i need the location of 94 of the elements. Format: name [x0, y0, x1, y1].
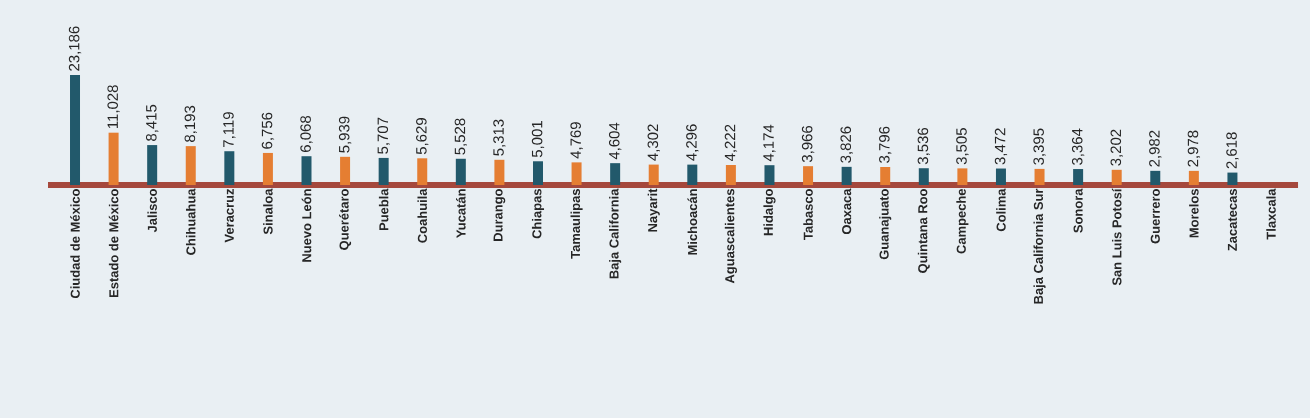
- data-label: 4,604: [608, 122, 622, 160]
- data-label: 3,395: [1033, 128, 1046, 165]
- bar: [725, 164, 736, 185]
- bar: [108, 132, 119, 185]
- data-label: 2,978: [1187, 130, 1201, 167]
- x-tick-label: Nuevo León: [301, 189, 312, 262]
- x-tick-label: Oaxaca: [842, 188, 852, 235]
- bar: [571, 162, 582, 185]
- bar: [1034, 168, 1045, 185]
- bar: [494, 159, 505, 185]
- x-tick-label: Sonora: [1073, 188, 1083, 233]
- data-label: 23,186: [68, 26, 82, 71]
- bar: [262, 152, 273, 185]
- bar: [417, 158, 428, 185]
- data-label: 3,536: [917, 127, 930, 165]
- data-label: 3,505: [956, 128, 969, 165]
- bar: [224, 151, 235, 185]
- bar: [1227, 172, 1238, 185]
- x-tick-label: Campeche: [956, 188, 969, 254]
- x-tick-label: Tamaulipas: [570, 189, 583, 259]
- x-tick-label: Michoacán: [687, 189, 698, 255]
- data-label: 3,364: [1071, 128, 1085, 165]
- x-tick-label: San Luis Potosí: [1111, 188, 1122, 286]
- bar: [301, 156, 312, 185]
- x-tick-label: Chihuahua: [185, 188, 196, 255]
- bar: [995, 168, 1006, 185]
- x-tick-label: Tabasco: [803, 189, 813, 240]
- x-tick-label: Tlaxcala: [1266, 188, 1276, 240]
- x-tick-label: Quintana Roo: [917, 189, 930, 273]
- data-label: 3,472: [994, 128, 1008, 165]
- data-label: 5,629: [416, 118, 429, 155]
- data-label: 5,939: [338, 116, 352, 153]
- bar: [185, 146, 196, 185]
- x-tick-label: Querétaro: [339, 189, 352, 250]
- data-label: 4,302: [647, 124, 660, 161]
- data-label: 5,313: [493, 119, 506, 156]
- data-label: 4,174: [763, 124, 776, 162]
- bar: [880, 166, 891, 185]
- data-label: 3,796: [879, 126, 892, 163]
- data-label: 3,966: [801, 125, 815, 163]
- x-tick-label: Chiapas: [531, 189, 545, 239]
- data-label: 4,296: [686, 124, 699, 161]
- bar: [340, 156, 351, 185]
- bar: [1111, 169, 1122, 185]
- bar: [610, 163, 621, 185]
- x-tick-label: Aguascalientes: [724, 189, 737, 284]
- bar: [648, 164, 659, 185]
- x-tick-label: Baja California Sur: [1033, 188, 1046, 304]
- bar: [532, 161, 543, 185]
- data-label: 2,982: [1149, 130, 1162, 167]
- x-tick-label: Guanajuato: [879, 189, 892, 260]
- bar: [378, 157, 389, 185]
- data-label: 5,528: [454, 118, 467, 155]
- data-label: 6,756: [261, 112, 275, 149]
- data-label: 5,001: [531, 121, 545, 158]
- data-label: 6,068: [300, 115, 313, 152]
- data-label: 3,202: [1110, 129, 1123, 166]
- bar: [918, 168, 929, 185]
- data-label: 4,222: [724, 124, 738, 162]
- x-tick-label: Hidalgo: [763, 189, 776, 236]
- data-label: 11,028: [107, 85, 120, 129]
- x-tick-label: Puebla: [378, 188, 389, 231]
- x-tick-label: Estado de México: [108, 189, 119, 298]
- bar: [841, 166, 852, 185]
- x-tick-label: Sinaloa: [263, 188, 273, 235]
- x-tick-label: Baja California: [609, 188, 622, 279]
- data-label: 3,826: [840, 126, 853, 163]
- x-tick-label: Yucatán: [456, 189, 466, 238]
- bar: [455, 158, 466, 185]
- data-label: 7,119: [223, 112, 236, 147]
- x-tick-label: Guerrero: [1150, 189, 1160, 244]
- bar: [764, 165, 775, 185]
- data-label: 2,618: [1226, 132, 1239, 169]
- bar: [70, 75, 81, 185]
- x-tick-label: Veracruz: [224, 188, 234, 243]
- data-label: 5,707: [377, 117, 390, 154]
- x-tick-label: Zacatecas: [1227, 189, 1237, 251]
- bar: [687, 164, 698, 185]
- bar: [803, 166, 814, 185]
- x-tick-label: Morelos: [1189, 189, 1199, 238]
- x-tick-label: Ciudad de México: [70, 189, 80, 299]
- bar: [1073, 169, 1084, 185]
- x-tick-label: Coahuila: [417, 188, 427, 243]
- bar: [1188, 170, 1199, 185]
- x-tick-label: Nayarit: [647, 188, 660, 232]
- bar: [147, 145, 158, 185]
- data-label: 4,769: [570, 122, 583, 159]
- data-label: 8,415: [145, 104, 159, 141]
- x-tick-label: Jalisco: [147, 189, 157, 233]
- data-label: 8,193: [184, 105, 197, 142]
- x-tick-label: Colima: [996, 188, 1006, 232]
- bar: [1150, 170, 1161, 185]
- x-tick-label: Durango: [493, 189, 506, 241]
- bar: [957, 168, 968, 185]
